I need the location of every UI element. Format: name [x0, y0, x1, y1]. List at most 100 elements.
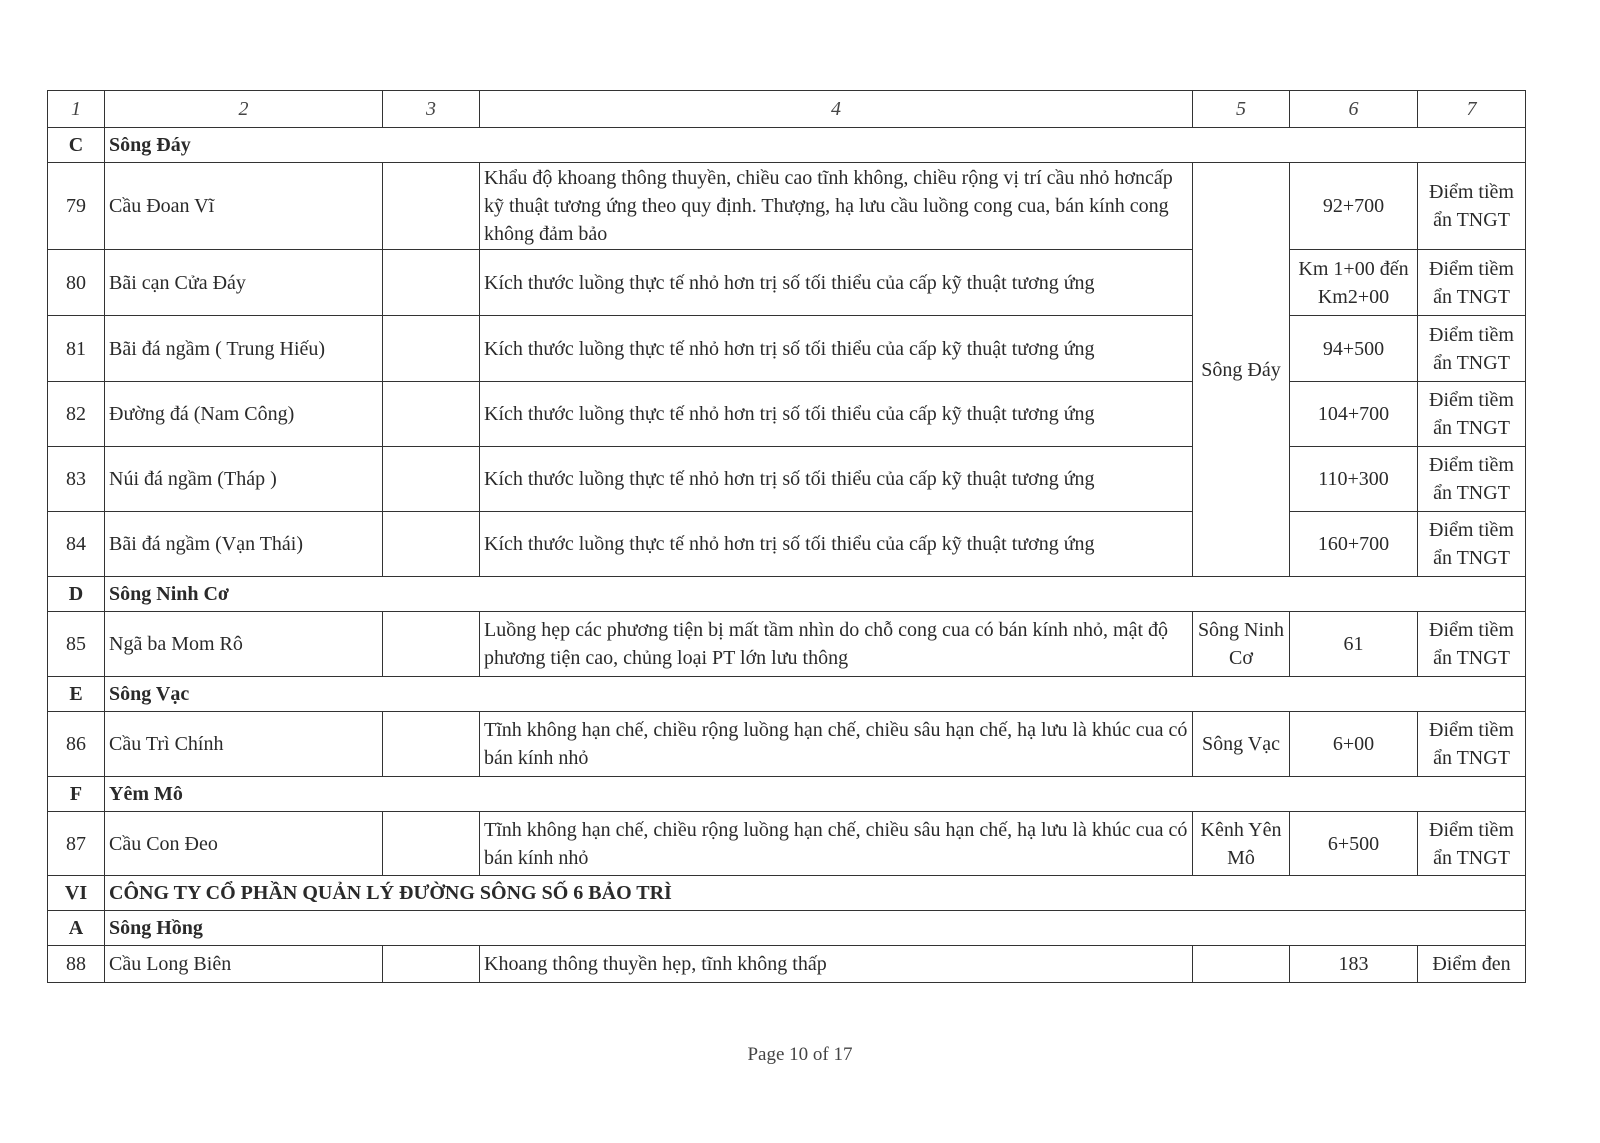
- section-code: E: [47, 676, 105, 712]
- kilometer-marker: 61: [1289, 611, 1418, 677]
- kilometer-marker: 104+700: [1289, 381, 1418, 447]
- row-number: 82: [47, 381, 105, 447]
- table-row: 87 Cầu Con Đeo Tĩnh không hạn chế, chiều r…: [47, 811, 1526, 876]
- table-row: 86 Cầu Trì Chính Tĩnh không hạn chế, chiều…: [47, 711, 1526, 777]
- hazard-description: Kích thước luồng thực tế nhỏ hơn trị số …: [479, 249, 1193, 316]
- hazard-type: Điểm tiềm ẩn TNGT: [1417, 511, 1526, 577]
- section-row: VI CÔNG TY CỔ PHẦN QUẢN LÝ ĐƯỜNG SÔNG SỐ …: [47, 875, 1526, 911]
- hazard-type: Điểm tiềm ẩn TNGT: [1417, 315, 1526, 382]
- hazard-type: Điểm tiềm ẩn TNGT: [1417, 446, 1526, 512]
- hazard-type: Điểm tiềm ẩn TNGT: [1417, 249, 1526, 316]
- column-3-cell: [382, 162, 480, 250]
- kilometer-marker: Km 1+00 đến Km2+00: [1289, 249, 1418, 316]
- hazard-type: Điểm tiềm ẩn TNGT: [1417, 162, 1526, 250]
- table-row: 79 Cầu Đoan Vĩ Khẩu độ khoang thông thuyền…: [47, 162, 1526, 577]
- column-3-cell: [382, 611, 480, 677]
- column-3-cell: [382, 811, 480, 876]
- section-row: C Sông Đáy: [47, 127, 1526, 163]
- hazard-description: Tĩnh không hạn chế, chiều rộng luồng hạn…: [479, 711, 1193, 777]
- table-row: 82 Đường đá (Nam Công) Kích thước luồng th…: [47, 381, 1526, 447]
- section-code: C: [47, 127, 105, 163]
- section-title: Sông Hồng: [104, 910, 1418, 946]
- hazard-type: Điểm tiềm ẩn TNGT: [1417, 381, 1526, 447]
- table-row: 81 Bãi đá ngầm ( Trung Hiếu) Kích thước lu…: [47, 315, 1526, 382]
- column-3-cell: [382, 511, 480, 577]
- river-name: Kênh Yên Mô: [1192, 811, 1290, 876]
- river-name: [1192, 945, 1290, 983]
- hazard-type: Điểm tiềm ẩn TNGT: [1417, 811, 1526, 876]
- location-name: Cầu Trì Chính: [104, 711, 383, 777]
- kilometer-marker: 6+00: [1289, 711, 1418, 777]
- kilometer-marker: 160+700: [1289, 511, 1418, 577]
- section-title: Yêm Mô: [104, 776, 1418, 812]
- row-number: 81: [47, 315, 105, 382]
- row-number: 85: [47, 611, 105, 677]
- section-code: D: [47, 576, 105, 612]
- blank-cell: [1417, 127, 1526, 163]
- location-name: Ngã ba Mom Rô: [104, 611, 383, 677]
- kilometer-marker: 92+700: [1289, 162, 1418, 250]
- blank-cell: [1417, 576, 1526, 612]
- row-number: 88: [47, 945, 105, 983]
- header-cell: 2: [104, 90, 383, 128]
- section-row: D Sông Ninh Cơ: [47, 576, 1526, 612]
- location-name: Bãi cạn Cửa Đáy: [104, 249, 383, 316]
- blank-cell: [1417, 910, 1526, 946]
- section-code: VI: [47, 875, 105, 911]
- section-title: CÔNG TY CỔ PHẦN QUẢN LÝ ĐƯỜNG SÔNG SỐ 6 …: [104, 875, 1418, 911]
- header-cell: 6: [1289, 90, 1418, 128]
- river-name: Sông Ninh Cơ: [1192, 611, 1290, 677]
- column-3-cell: [382, 381, 480, 447]
- kilometer-marker: 183: [1289, 945, 1418, 983]
- row-number: 86: [47, 711, 105, 777]
- header-cell: 7: [1417, 90, 1526, 128]
- header-cell: 1: [47, 90, 105, 128]
- table-row: 80 Bãi cạn Cửa Đáy Kích thước luồng thực t…: [47, 249, 1526, 316]
- table-row: 84 Bãi đá ngầm (Vạn Thái) Kích thước luồng…: [47, 511, 1526, 577]
- location-name: Đường đá (Nam Công): [104, 381, 383, 447]
- hazard-description: Luồng hẹp các phương tiện bị mất tầm nhì…: [479, 611, 1193, 677]
- section-row: F Yêm Mô: [47, 776, 1526, 812]
- hazard-description: Tĩnh không hạn chế, chiều rộng luồng hạn…: [479, 811, 1193, 876]
- blank-cell: [1417, 776, 1526, 812]
- section-title: Sông Ninh Cơ: [104, 576, 1418, 612]
- section-title: Sông Vạc: [104, 676, 1418, 712]
- hazard-description: Khoang thông thuyền hẹp, tĩnh không thấp: [479, 945, 1193, 983]
- hazard-table: 1 2 3 4 5 6 7 C Sông Đáy 79 Cầu Đoan Vĩ Khẩu…: [47, 90, 1526, 983]
- section-code: F: [47, 776, 105, 812]
- location-name: Cầu Đoan Vĩ: [104, 162, 383, 250]
- location-name: Núi đá ngầm (Tháp ): [104, 446, 383, 512]
- kilometer-marker: 110+300: [1289, 446, 1418, 512]
- location-name: Bãi đá ngầm (Vạn Thái): [104, 511, 383, 577]
- table-row: 85 Ngã ba Mom Rô Luồng hẹp các phương tiện…: [47, 611, 1526, 677]
- river-name: Sông Vạc: [1192, 711, 1290, 777]
- location-name: Bãi đá ngầm ( Trung Hiếu): [104, 315, 383, 382]
- hazard-type: Điểm tiềm ẩn TNGT: [1417, 711, 1526, 777]
- river-name: Sông Đáy: [1192, 162, 1290, 577]
- blank-cell: [1417, 676, 1526, 712]
- kilometer-marker: 6+500: [1289, 811, 1418, 876]
- header-cell: 3: [382, 90, 480, 128]
- section-row: E Sông Vạc: [47, 676, 1526, 712]
- hazard-type: Điểm đen: [1417, 945, 1526, 983]
- hazard-type: Điểm tiềm ẩn TNGT: [1417, 611, 1526, 677]
- hazard-description: Kích thước luồng thực tế nhỏ hơn trị số …: [479, 446, 1193, 512]
- section-title: Sông Đáy: [104, 127, 1418, 163]
- hazard-description: Kích thước luồng thực tế nhỏ hơn trị số …: [479, 381, 1193, 447]
- column-3-cell: [382, 249, 480, 316]
- row-number: 84: [47, 511, 105, 577]
- kilometer-marker: 94+500: [1289, 315, 1418, 382]
- header-cell: 4: [479, 90, 1193, 128]
- row-number: 80: [47, 249, 105, 316]
- column-number-header: 1 2 3 4 5 6 7: [47, 90, 1526, 128]
- column-3-cell: [382, 315, 480, 382]
- hazard-description: Khẩu độ khoang thông thuyền, chiều cao t…: [479, 162, 1193, 250]
- column-3-cell: [382, 711, 480, 777]
- hazard-description: Kích thước luồng thực tế nhỏ hơn trị số …: [479, 315, 1193, 382]
- row-number: 83: [47, 446, 105, 512]
- table-row: 83 Núi đá ngầm (Tháp ) Kích thước luồng th…: [47, 446, 1526, 512]
- column-3-cell: [382, 945, 480, 983]
- hazard-description: Kích thước luồng thực tế nhỏ hơn trị số …: [479, 511, 1193, 577]
- location-name: Cầu Con Đeo: [104, 811, 383, 876]
- header-cell: 5: [1192, 90, 1290, 128]
